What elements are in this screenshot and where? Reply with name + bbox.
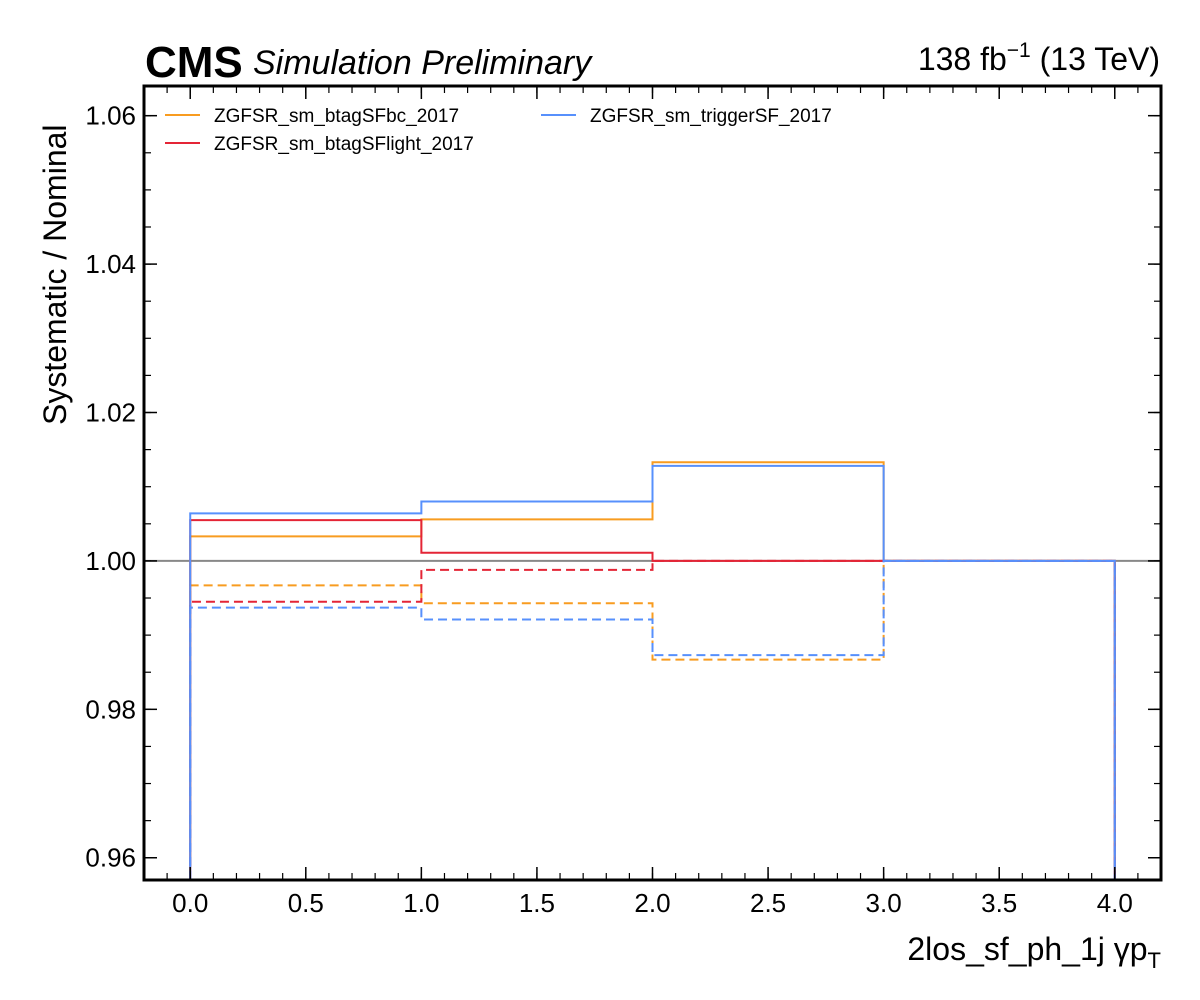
x-axis-title-main: 2los_sf_ph_1j γp [907,931,1147,967]
legend: ZGFSR_sm_btagSFbc_2017 ZGFSR_sm_btagSFlig… [165,106,832,155]
y-tick-label: 1.06 [85,101,136,131]
legend-label: ZGFSR_sm_triggerSF_2017 [590,106,832,127]
y-tick-label: 1.04 [85,249,136,279]
x-tick-label: 2.5 [750,888,786,918]
lumi-exponent: −1 [1007,39,1031,62]
luminosity-label: 138 fb−1 (13 TeV) [918,39,1160,77]
lumi-value: 138 fb [918,41,1007,77]
tick-layer: 0.0 0.5 1.0 1.5 2.0 2.5 3.0 3.5 4.0 0.96 0.98 1.00 1… [85,86,1161,918]
series-layer [189,461,1116,880]
series-line-5 [189,559,1116,880]
experiment-label: CMS [145,38,243,87]
y-tick-label: 1.02 [85,398,136,428]
series-line-1 [189,559,1116,880]
y-axis-title: Systematic / Nominal [37,124,73,425]
x-axis-title: 2los_sf_ph_1j γpT [907,931,1161,973]
x-tick-label: 2.0 [634,888,670,918]
series-line-4 [189,464,1116,880]
legend-label: ZGFSR_sm_btagSFbc_2017 [214,106,459,127]
series-line-3 [189,559,1116,880]
x-tick-label: 3.0 [866,888,902,918]
legend-label: ZGFSR_sm_btagSFlight_2017 [214,134,474,155]
y-tick-label: 0.98 [85,694,136,724]
series-line-2 [189,519,1116,880]
x-tick-label: 3.5 [981,888,1017,918]
x-tick-label: 4.0 [1097,888,1133,918]
y-tick-label: 1.00 [85,546,136,576]
plot-frame [142,84,1163,882]
status-label: Simulation Preliminary [253,44,593,82]
x-tick-label: 0.5 [288,888,324,918]
x-tick-label: 1.5 [519,888,555,918]
y-tick-label: 0.96 [85,843,136,873]
x-axis-title-subscript: T [1148,948,1161,973]
lumi-energy: (13 TeV) [1031,41,1160,77]
series-line-0 [189,461,1116,880]
x-tick-label: 1.0 [403,888,439,918]
x-tick-label: 0.0 [172,888,208,918]
